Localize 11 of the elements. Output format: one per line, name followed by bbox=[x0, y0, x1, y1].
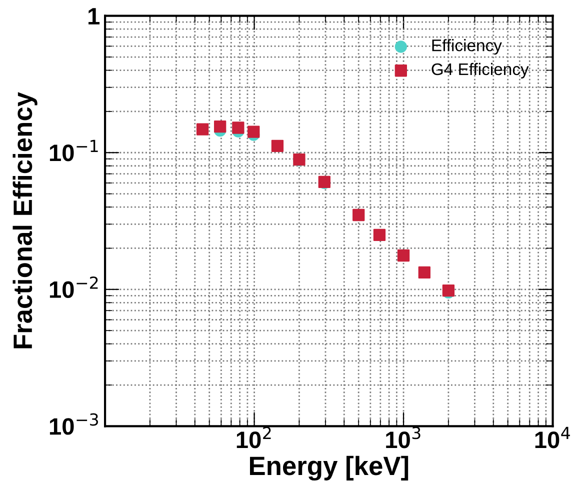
x-axis-title: Energy [keV] bbox=[250, 456, 408, 481]
x-tick-label: 10$^{3}$ bbox=[386, 426, 420, 448]
y-tick-label: 10$^{−1}$ bbox=[50, 140, 98, 162]
x-tick-label: 10$^{2}$ bbox=[236, 426, 271, 448]
x-tick-label: 10$^{4}$ bbox=[535, 426, 570, 448]
legend-label: G4 Efficiency bbox=[432, 62, 529, 78]
y-tick-label: 1 bbox=[88, 8, 100, 24]
y-tick-label: 10$^{−3}$ bbox=[50, 413, 98, 435]
y-tick-label: 10$^{−2}$ bbox=[50, 276, 98, 298]
y-axis-title: Fractional Efficiency bbox=[12, 92, 38, 348]
legend-label: Efficiency bbox=[432, 39, 502, 55]
